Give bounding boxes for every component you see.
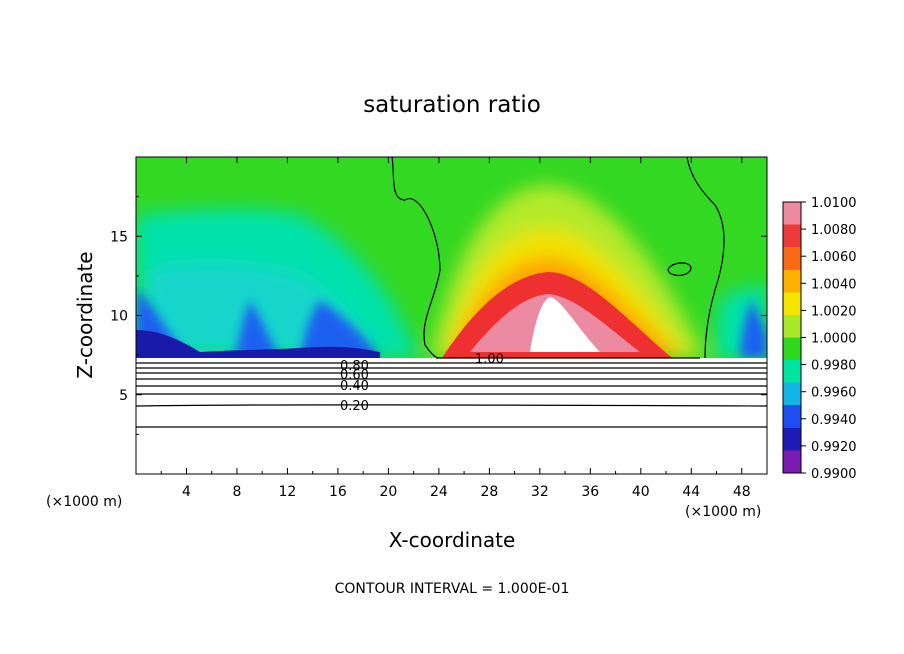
supersaturated-core xyxy=(530,297,600,352)
blue-lobe-4 xyxy=(740,300,767,358)
y-tick-label-5: 5 xyxy=(119,388,128,404)
contour-060 xyxy=(136,372,767,374)
x-tick-label-24: 24 xyxy=(430,484,448,500)
contour-040 xyxy=(136,385,767,387)
colorbar-label: 1.0100 xyxy=(811,196,857,211)
contour-lines xyxy=(136,157,767,428)
contour-label-040: 0.40 xyxy=(340,379,369,394)
contour-050 xyxy=(136,378,767,380)
colorbar-label: 0.9920 xyxy=(811,440,857,455)
x-tick-label-48: 48 xyxy=(733,484,751,500)
chart-title: saturation ratio xyxy=(363,92,541,118)
colorbar: 1.0100 1.0080 1.0060 1.0040 1.0020 1.0000 0.99… xyxy=(782,196,857,482)
contour-100-right xyxy=(686,157,725,359)
contour-100-island xyxy=(667,262,692,276)
colorbar-label: 1.0000 xyxy=(811,332,857,347)
colorbar-label: 1.0020 xyxy=(811,304,857,319)
x-tick-label-36: 36 xyxy=(581,484,599,500)
colorbar-scale xyxy=(782,201,802,474)
x-tick-label-12: 12 xyxy=(279,484,297,500)
y-tick-label-15: 15 xyxy=(110,229,128,245)
x-tick-label-40: 40 xyxy=(632,484,650,500)
x-unit-left: (×1000 m) xyxy=(46,494,122,510)
contour-010 xyxy=(136,426,767,428)
colorbar-label: 1.0080 xyxy=(811,223,857,238)
x-tick-label-4: 4 xyxy=(182,484,191,500)
colorbar-label: 0.9940 xyxy=(811,413,857,428)
x-tick-label-28: 28 xyxy=(480,484,498,500)
contour-interval: CONTOUR INTERVAL = 1.000E-01 xyxy=(335,581,570,597)
colorbar-label: 1.0060 xyxy=(811,250,857,265)
contour-020 xyxy=(136,404,767,407)
contour-030 xyxy=(136,393,767,395)
blue-lobe-3 xyxy=(300,300,380,358)
contour-label-080: 0.80 xyxy=(340,359,369,374)
contour-label-020: 0.20 xyxy=(340,399,369,414)
colorbar-label: 0.9960 xyxy=(811,386,857,401)
x-tick-label-8: 8 xyxy=(232,484,241,500)
x-tick-label-44: 44 xyxy=(682,484,700,500)
plot-area: 0.80 0.60 0.40 0.20 1.00 xyxy=(136,157,767,474)
x-axis-label: X-coordinate xyxy=(389,528,516,552)
dark-blue-fringe xyxy=(136,330,380,358)
blue-lobe-2 xyxy=(235,300,280,358)
x-unit-right: (×1000 m) xyxy=(685,504,761,520)
colorbar-label: 1.0040 xyxy=(811,277,857,292)
y-tick-label-10: 10 xyxy=(110,309,128,325)
colorbar-label: 0.9980 xyxy=(811,359,857,374)
y-axis-label: Z-coordinate xyxy=(73,251,97,378)
contour-label-060: 0.60 xyxy=(340,368,369,383)
x-axis-ticks: 4 8 12 16 20 24 28 32 36 40 44 48 xyxy=(160,157,751,500)
x-tick-label-20: 20 xyxy=(379,484,397,500)
contour-100-left xyxy=(391,157,441,359)
contour-label-100: 1.00 xyxy=(475,352,504,367)
x-tick-label-32: 32 xyxy=(531,484,549,500)
y-axis-ticks: 5 10 15 xyxy=(110,196,767,435)
x-tick-label-16: 16 xyxy=(329,484,347,500)
lower-boundary xyxy=(136,358,767,474)
colorbar-label: 0.9900 xyxy=(811,467,857,482)
